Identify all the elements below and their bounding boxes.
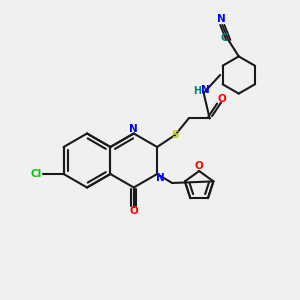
Text: N: N <box>129 124 138 134</box>
Text: N: N <box>201 85 209 95</box>
Text: O: O <box>195 161 203 172</box>
Text: O: O <box>218 94 226 104</box>
Text: H: H <box>193 86 201 97</box>
Text: N: N <box>156 172 165 183</box>
Text: O: O <box>129 206 138 217</box>
Text: Cl: Cl <box>31 169 42 179</box>
Text: S: S <box>171 130 179 140</box>
Text: N: N <box>217 14 226 25</box>
Text: C: C <box>221 33 229 43</box>
